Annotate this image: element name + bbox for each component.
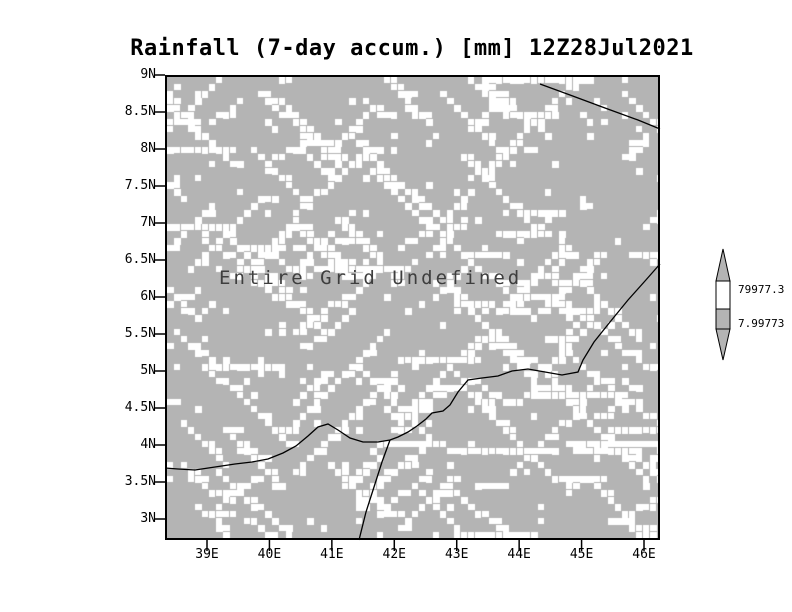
- colorbar-band-high: [715, 280, 731, 310]
- x-axis-label: 43E: [444, 547, 469, 562]
- y-axis-label: 3N: [140, 511, 156, 526]
- y-axis-label: 9N: [140, 67, 156, 82]
- y-axis-label: 8.5N: [124, 104, 156, 119]
- colorbar-arrow-down: [715, 328, 731, 361]
- x-axis-label: 44E: [507, 547, 531, 562]
- y-axis-label: 6.5N: [124, 252, 156, 267]
- entire-grid-undefined-text: Entire Grid Undefined: [219, 267, 523, 289]
- colorbar-arrow-up: [715, 248, 731, 282]
- colorbar-label-high: 79977.3: [738, 283, 785, 296]
- y-axis-label: 7N: [140, 215, 156, 230]
- x-axis-label: 42E: [382, 547, 407, 562]
- y-axis-label: 4N: [140, 437, 156, 452]
- y-axis-label: 7.5N: [124, 178, 156, 193]
- y-axis-label: 3.5N: [124, 474, 156, 489]
- y-axis-label: 6N: [140, 289, 156, 304]
- y-axis-label: 8N: [140, 141, 156, 156]
- x-axis-label: 45E: [569, 547, 594, 562]
- undefined-grid-pattern-canvas: [167, 77, 658, 538]
- chart-title: Rainfall (7-day accum.) [mm] 12Z28Jul202…: [130, 36, 694, 61]
- plot-area: Entire Grid Undefined: [165, 75, 660, 540]
- y-axis-label: 5.5N: [124, 326, 156, 341]
- y-axis-label: 5N: [140, 363, 156, 378]
- x-axis-label: 39E: [195, 547, 219, 562]
- x-axis-label: 46E: [632, 547, 656, 562]
- colorbar-label-low: 7.99773: [738, 317, 785, 330]
- x-axis-label: 40E: [257, 547, 282, 562]
- y-axis-label: 4.5N: [124, 400, 156, 415]
- colorbar: [715, 248, 731, 361]
- colorbar-band-low: [715, 308, 731, 330]
- x-axis-label: 41E: [320, 547, 344, 562]
